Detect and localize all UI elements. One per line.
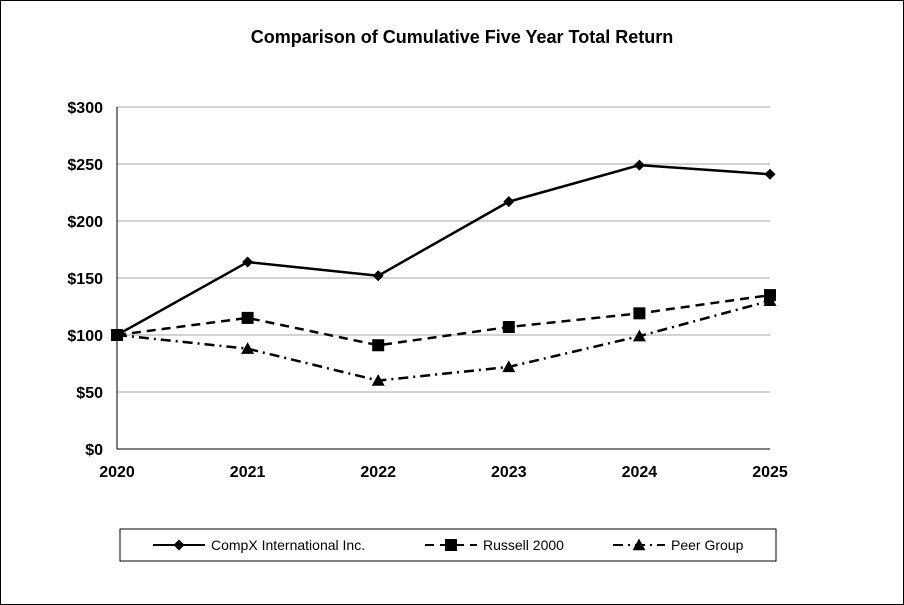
series-lines — [110, 159, 777, 386]
legend-marker — [445, 539, 457, 551]
data-point — [371, 374, 385, 386]
legend-label: Russell 2000 — [483, 537, 564, 553]
data-point — [372, 339, 385, 352]
y-tick-label: $50 — [76, 385, 103, 402]
x-tick-label: 2021 — [230, 464, 266, 481]
y-tick-label: $200 — [67, 214, 103, 231]
data-point — [763, 294, 777, 306]
x-tick-label: 2023 — [491, 464, 527, 481]
y-tick-label: $0 — [85, 442, 103, 459]
data-point — [764, 168, 776, 180]
axes — [116, 107, 770, 450]
y-tick-label: $100 — [67, 328, 103, 345]
data-point — [633, 159, 645, 171]
x-tick-label: 2025 — [752, 464, 788, 481]
series-line — [116, 299, 771, 382]
x-tick-labels: 2020 2021 2022 2023 2024 2025 — [99, 464, 788, 481]
legend-label: CompX International Inc. — [211, 537, 365, 553]
x-tick-label: 2020 — [99, 464, 135, 481]
y-tick-label: $150 — [67, 271, 103, 288]
data-point — [633, 307, 646, 320]
data-point — [502, 321, 515, 334]
series-line — [116, 163, 771, 337]
legend-label: Peer Group — [671, 537, 744, 553]
data-point — [632, 329, 646, 342]
data-point — [241, 342, 255, 354]
x-tick-label: 2022 — [360, 464, 396, 481]
x-tick-label: 2024 — [622, 464, 658, 481]
data-point — [502, 360, 516, 373]
data-point — [242, 256, 254, 268]
y-tick-labels: $0 $50 $100 $150 $200 $250 $300 — [67, 100, 103, 459]
y-tick-label: $300 — [67, 100, 103, 117]
data-point — [241, 311, 254, 324]
data-point — [110, 328, 124, 341]
legend-marker — [173, 539, 185, 551]
legend-marker — [632, 538, 646, 551]
data-point — [372, 270, 384, 282]
series-line — [116, 293, 771, 347]
legend: CompX International Inc. Russell 2000 Peer… — [119, 528, 777, 562]
y-tick-label: $250 — [67, 157, 103, 174]
data-point — [503, 196, 515, 208]
series-triangle — [110, 294, 777, 386]
chart-title: Comparison of Cumulative Five Year Total… — [251, 27, 673, 47]
